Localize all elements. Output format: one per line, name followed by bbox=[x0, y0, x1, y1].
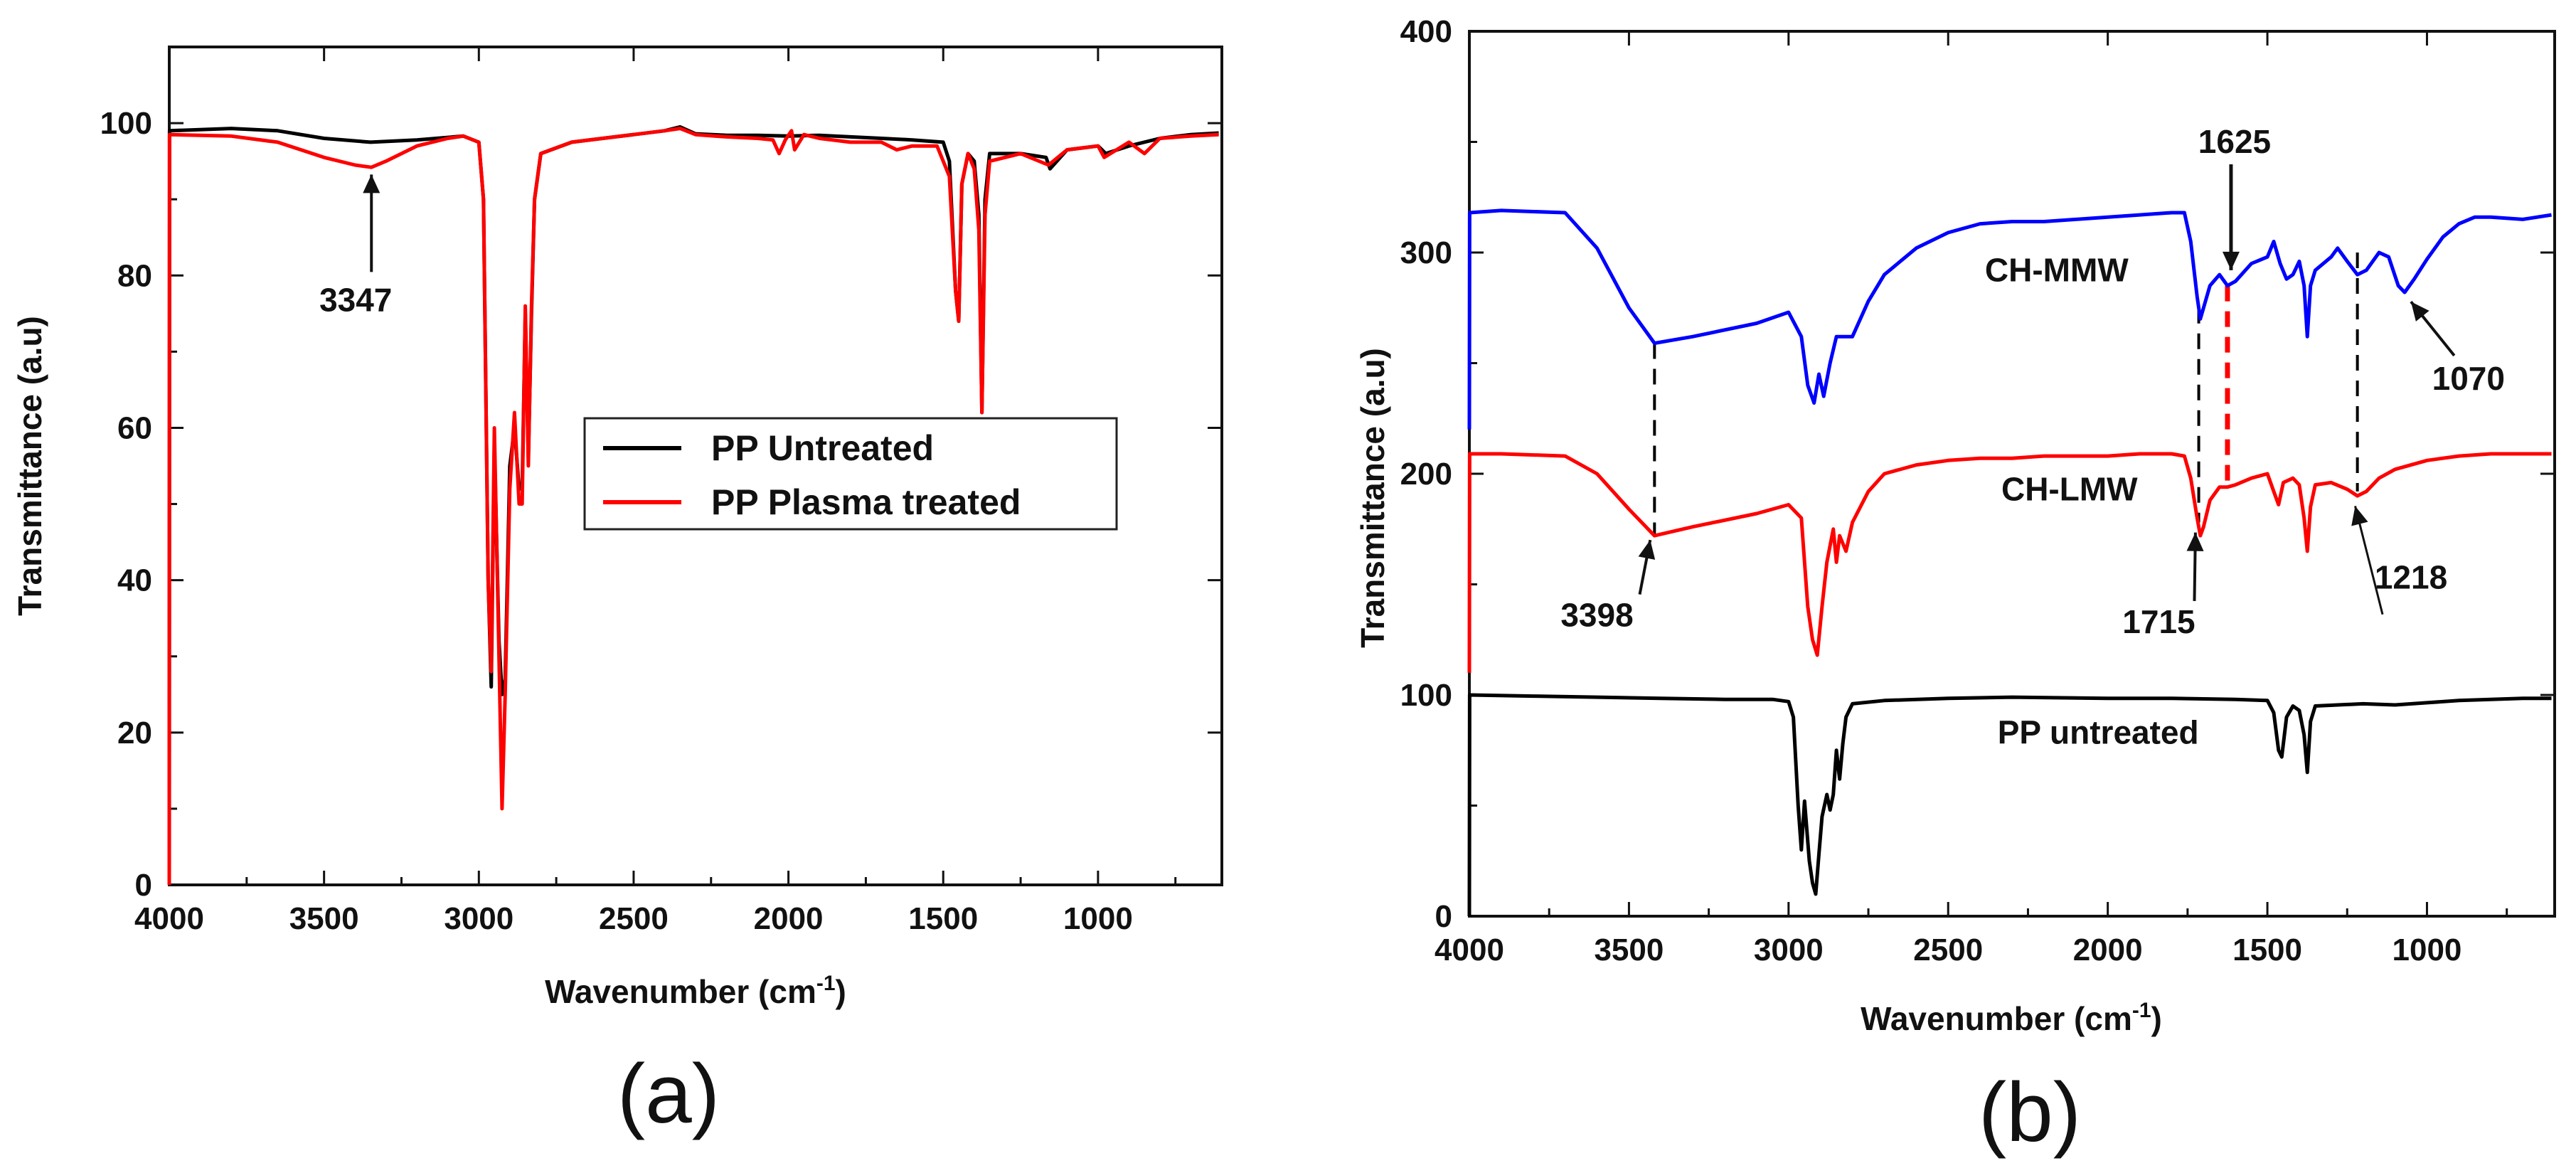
panel-a-xtick-label-2000: 2000 bbox=[754, 901, 824, 936]
panel-b-arrow-1070 bbox=[2410, 300, 2456, 357]
panel-b-annotation-1715: 1715 bbox=[2122, 603, 2195, 640]
panel-a-ticks: 4000 3500 3000 2500 2000 1500 1000 0 20 40 60 80 100 bbox=[100, 47, 1222, 936]
panel-a-annotations: 3347 bbox=[319, 174, 392, 318]
panel-b-arrow-1625 bbox=[2222, 164, 2240, 270]
panel-b-ytick-label-100: 100 bbox=[1400, 678, 1452, 713]
panel-b-ytick-label-300: 300 bbox=[1400, 235, 1452, 270]
panel-a-xtick-label-1000: 1000 bbox=[1063, 901, 1133, 936]
panel-a-ytick-label-20: 20 bbox=[117, 716, 152, 750]
panel-a-xtick-label-2500: 2500 bbox=[599, 901, 669, 936]
legend-label-untreated: PP Untreated bbox=[711, 428, 934, 468]
legend-box bbox=[583, 417, 1118, 531]
panel-b-annotation-3398: 3398 bbox=[1560, 597, 1633, 634]
panel-a-ylabel: Transmittance (a.u) bbox=[11, 316, 48, 616]
panel-a-xtick-label-4000: 4000 bbox=[134, 901, 204, 936]
panel-b-ticks: 4000 3500 3000 2500 2000 1500 1000 0 100 200 300 40… bbox=[1400, 14, 2555, 967]
panel-b-series-pp-untreated bbox=[1467, 693, 2552, 917]
panel-b-ytick-label-400: 400 bbox=[1400, 14, 1452, 49]
panel-a-ytick-label-80: 80 bbox=[117, 258, 152, 293]
panel-a-ytick-label-40: 40 bbox=[117, 563, 152, 598]
panel-b: 4000 3500 3000 2500 2000 1500 1000 0 100 200 300 40… bbox=[1354, 14, 2556, 1159]
panel-a-series bbox=[167, 124, 1219, 886]
panel-b-xlabel: Wavenumber (cm-1) bbox=[1861, 999, 2162, 1037]
panel-a-xtick-label-3500: 3500 bbox=[289, 901, 359, 936]
panel-b-xtick-label-1500: 1500 bbox=[2232, 933, 2302, 967]
panel-b-curve-label-ch-lmw: CH-LMW bbox=[2001, 470, 2138, 507]
panel-a-ytick-label-100: 100 bbox=[100, 106, 152, 141]
panel-b-label: (b) bbox=[1979, 1066, 2081, 1159]
panel-b-xtick-label-3000: 3000 bbox=[1754, 933, 1824, 967]
panel-a-ytick-label-60: 60 bbox=[117, 410, 152, 445]
panel-b-arrow-3398 bbox=[1638, 539, 1656, 595]
panel-b-series bbox=[1467, 208, 2552, 917]
panel-b-arrow-1218 bbox=[2351, 505, 2384, 615]
panel-b-xtick-label-2000: 2000 bbox=[2073, 933, 2143, 967]
panel-b-curve-label-pp-untreated: PP untreated bbox=[1998, 713, 2199, 750]
panel-b-xtick-label-2500: 2500 bbox=[1913, 933, 1983, 967]
panel-b-arrow-1715 bbox=[2186, 532, 2204, 601]
panel-a-arrow-3347 bbox=[363, 174, 380, 272]
panel-a-annotation-3347: 3347 bbox=[319, 281, 392, 318]
panel-a: 4000 3500 3000 2500 2000 1500 1000 0 20 40 60 80 100… bbox=[11, 46, 1223, 1141]
panel-b-ytick-label-0: 0 bbox=[1435, 899, 1452, 934]
panel-b-curve-label-ch-mmw: CH-MMW bbox=[1985, 251, 2129, 288]
panel-a-xtick-label-1500: 1500 bbox=[908, 901, 978, 936]
panel-b-dashed-markers bbox=[1653, 253, 2359, 536]
panel-a-label: (a) bbox=[617, 1047, 720, 1141]
panel-b-ylabel: Transmittance (a.u) bbox=[1354, 348, 1391, 648]
panel-b-annotation-1070: 1070 bbox=[2432, 360, 2505, 397]
panel-b-annotation-1218: 1218 bbox=[2375, 559, 2447, 596]
panel-a-legend: PP Untreated PP Plasma treated bbox=[583, 417, 1118, 531]
panel-b-series-ch-mmw bbox=[1467, 208, 2552, 430]
panel-b-series-ch-lmw bbox=[1467, 452, 2552, 673]
panel-b-xtick-label-4000: 4000 bbox=[1435, 933, 1504, 967]
panel-b-annotation-1625: 1625 bbox=[2198, 123, 2271, 160]
panel-a-xtick-label-3000: 3000 bbox=[444, 901, 513, 936]
panel-b-xtick-label-3500: 3500 bbox=[1594, 933, 1664, 967]
panel-b-xtick-label-1000: 1000 bbox=[2393, 933, 2462, 967]
legend-label-plasma: PP Plasma treated bbox=[711, 482, 1021, 522]
panel-b-annotations: CH-MMW CH-LMW PP untreated 1625 1070 3398 1715… bbox=[1560, 123, 2505, 750]
panel-a-ytick-label-0: 0 bbox=[135, 868, 152, 903]
panel-a-series-pp-plasma-treated bbox=[167, 127, 1219, 886]
panel-b-ytick-label-200: 200 bbox=[1400, 457, 1452, 492]
panel-a-xlabel: Wavenumber (cm-1) bbox=[545, 972, 846, 1010]
